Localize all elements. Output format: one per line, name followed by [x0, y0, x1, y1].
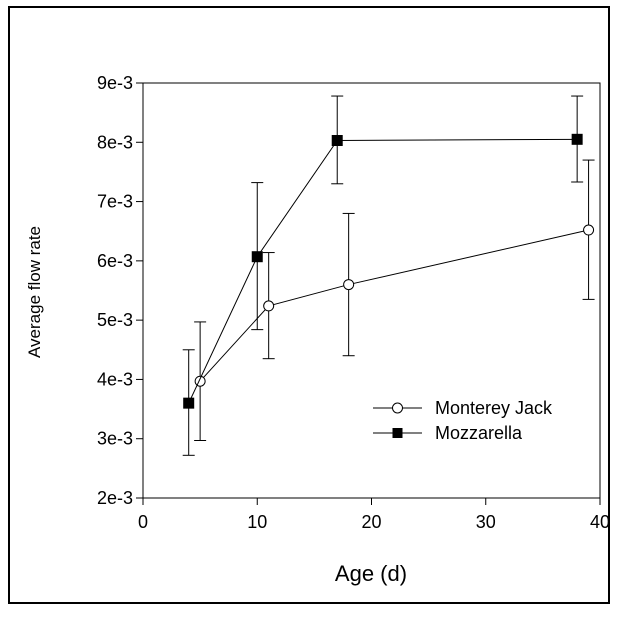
y-tick-label: 2e-3 — [97, 488, 133, 508]
series-layer — [182, 95, 595, 456]
y-tick-label: 4e-3 — [97, 369, 133, 389]
series-monterey-jack — [194, 159, 595, 441]
series-line — [199, 229, 589, 382]
plot-area — [142, 82, 601, 499]
x-tick-label: 20 — [361, 512, 381, 532]
data-point — [183, 397, 195, 409]
x-tick-label: 10 — [247, 512, 267, 532]
series-line — [188, 138, 578, 404]
plot-frame — [142, 82, 601, 499]
y-axis-title: Average flow rate — [25, 226, 44, 358]
y-tick-label: 7e-3 — [97, 192, 133, 212]
data-point — [263, 300, 275, 312]
legend-marker — [392, 428, 403, 438]
series-mozzarella — [182, 95, 584, 456]
x-axis-title: Age (d) — [335, 561, 407, 586]
x-tick-label: 0 — [138, 512, 148, 532]
legend: Monterey Jack Mozzarella — [373, 398, 553, 443]
legend-marker — [392, 402, 403, 414]
y-tick-label: 3e-3 — [97, 429, 133, 449]
data-point — [583, 224, 595, 236]
data-point — [331, 135, 343, 147]
x-tick-label: 30 — [476, 512, 496, 532]
data-point — [571, 133, 583, 145]
legend-item: Mozzarella — [373, 423, 523, 443]
x-tick-label: 40 — [590, 512, 610, 532]
data-point — [343, 279, 355, 291]
y-tick-label: 5e-3 — [97, 310, 133, 330]
figure-frame — [8, 6, 610, 604]
legend-item: Monterey Jack — [373, 398, 553, 418]
y-tick-label: 8e-3 — [97, 132, 133, 152]
y-tick-label: 6e-3 — [97, 251, 133, 271]
legend-label: Monterey Jack — [435, 398, 553, 418]
y-tick-label: 9e-3 — [97, 73, 133, 93]
data-point — [251, 251, 263, 263]
axes: 0 10 20 30 40 2e-3 3e-3 4e-3 5e-3 6e-3 7e-3 8e-3 9e-… — [97, 73, 610, 532]
legend-label: Mozzarella — [435, 423, 523, 443]
